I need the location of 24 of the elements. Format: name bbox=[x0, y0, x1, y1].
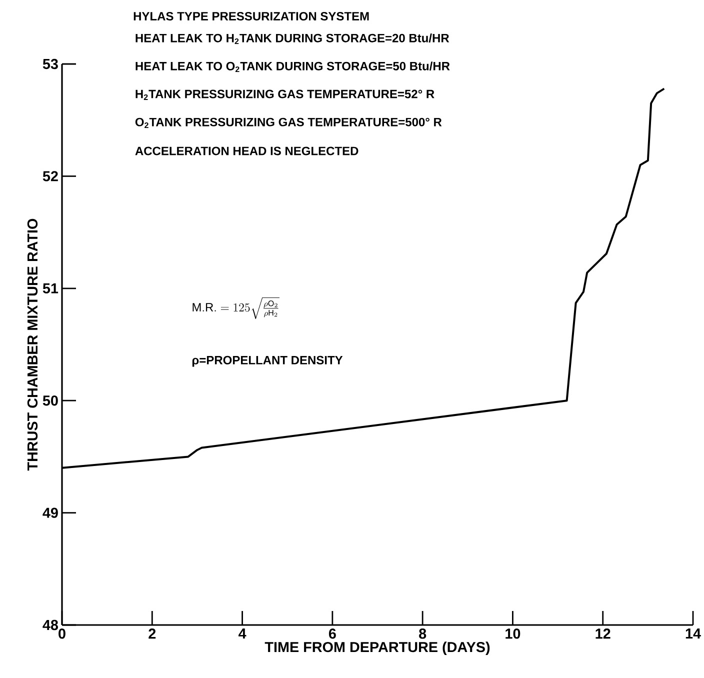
x-tick-label: 2 bbox=[148, 628, 156, 639]
text: HEAT LEAK TO H$_{2}$TANK DURING STORAGE=20 Btu/HR bbox=[136, 34, 450, 44]
x-tick-label: 10 bbox=[506, 628, 520, 639]
x-tick-label: 4 bbox=[238, 628, 246, 638]
y-tick-label: 48 bbox=[42, 620, 58, 630]
x-axis-title: TIME FROM DEPARTURE (DAYS) bbox=[264, 642, 490, 656]
x-tick-label: 6 bbox=[328, 628, 336, 639]
y-tick-label: 51 bbox=[42, 283, 58, 294]
y-tick-label: 53 bbox=[42, 58, 58, 70]
chart-title: HYLAS TYPE PRESSURIZATION SYSTEM bbox=[134, 12, 369, 20]
annotation: ρ=PROPELLANT DENSITY bbox=[192, 356, 343, 367]
annotation: HEAT LEAK TO O$_{2}$TANK DURING STORAGE=50 Btu/HR bbox=[136, 62, 450, 72]
y-tick-label: 52 bbox=[42, 171, 58, 182]
x-tick-label: 8 bbox=[419, 628, 426, 639]
x-tick-label: 0 bbox=[58, 628, 66, 639]
annotation: O$_{2}$TANK PRESSURIZING GAS TEMPERATURE=500° R bbox=[135, 118, 442, 128]
y-tick-label: 49 bbox=[42, 508, 58, 518]
x-tick-label: 14 bbox=[686, 628, 701, 638]
x-tick-label: 12 bbox=[596, 628, 610, 639]
y-axis-title: THRUST CHAMBER MIXTURE RATIO bbox=[27, 218, 38, 471]
y-tick-label: 50 bbox=[42, 396, 58, 406]
annotation: ACCELERATION HEAD IS NEGLECTED bbox=[135, 146, 358, 156]
annotation: H$_{2}$TANK PRESSURIZING GAS TEMPERATURE=52° R bbox=[136, 90, 434, 100]
annotation: $\mathrm{M.R.}=125\sqrt{\frac{\rho\mathrm{O}_2}{\rho\mathrm{H}_2}}$ bbox=[192, 297, 280, 320]
